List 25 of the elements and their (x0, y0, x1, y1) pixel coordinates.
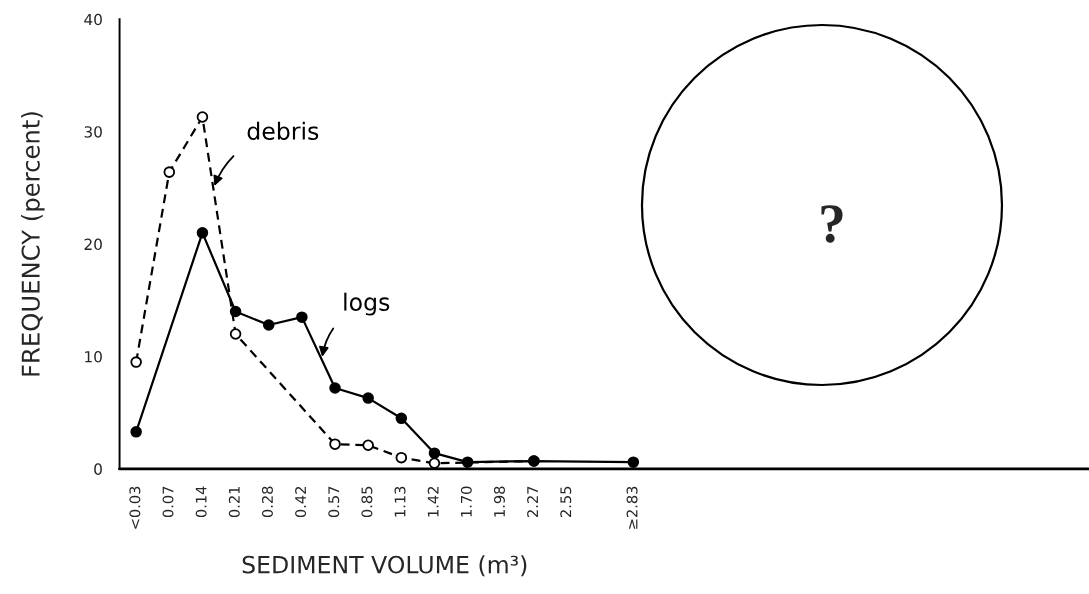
y-tick-label: 30 (84, 126, 102, 138)
x-tick-label: 0.21 (228, 486, 240, 518)
y-tick-label: 40 (84, 13, 102, 26)
x-tick-label: 0.85 (361, 486, 373, 518)
series-label: debris (247, 121, 319, 140)
x-tick-label: 1.70 (460, 486, 472, 517)
x-tick-label: 2.55 (560, 486, 572, 517)
x-tick-label: 1.42 (427, 487, 439, 517)
y-tick-label: 10 (85, 350, 102, 363)
y-axis-title: FREQUENCY (percent) (21, 112, 45, 376)
x-tick-label: 1.98 (493, 486, 505, 517)
x-tick-label: 0.07 (162, 486, 174, 518)
x-tick-label: ≥2.83 (626, 486, 638, 529)
x-tick-label: 0.57 (328, 486, 340, 518)
text: ? (821, 205, 843, 243)
x-tick-label: 0.14 (195, 486, 207, 518)
y-tick-label: 20 (84, 238, 102, 251)
x-tick-label: <0.03 (129, 486, 141, 529)
y-tick-label: 0 (94, 463, 102, 475)
series-label: logs (344, 292, 390, 316)
x-tick-label: 0.42 (295, 487, 307, 518)
x-tick-label: 1.13 (394, 486, 406, 517)
x-tick-label: 0.28 (261, 486, 273, 518)
x-axis-title: SEDIMENT VOLUME (m³) (242, 555, 527, 577)
x-tick-label: 2.27 (527, 486, 538, 517)
